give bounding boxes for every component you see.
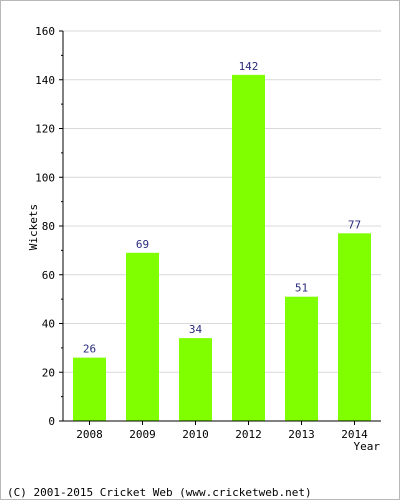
x-axis-label: Year bbox=[354, 440, 381, 453]
axes-layer bbox=[59, 30, 381, 425]
y-tick-label: 80 bbox=[42, 220, 55, 233]
bar-2008 bbox=[73, 357, 106, 421]
bar-value-label: 34 bbox=[189, 323, 203, 336]
bar-2013 bbox=[285, 296, 318, 421]
x-tick-label: 2014 bbox=[341, 428, 368, 441]
bar-value-label: 26 bbox=[83, 343, 96, 356]
x-tick-label: 2013 bbox=[288, 428, 315, 441]
bar-value-label: 51 bbox=[295, 282, 308, 295]
x-tick-label: 2009 bbox=[129, 428, 156, 441]
y-tick-label: 160 bbox=[35, 25, 55, 38]
grid-layer bbox=[63, 30, 381, 373]
bar-2010 bbox=[179, 338, 212, 421]
y-axis-label: Wickets bbox=[27, 204, 40, 250]
bar-value-label: 142 bbox=[239, 60, 259, 73]
labels-layer: 0 20 40 60 80 100 120 140 160 26 2008 69 2009 34 2010 1… bbox=[35, 25, 368, 441]
y-tick-label: 100 bbox=[35, 171, 55, 184]
bar-2012 bbox=[232, 74, 265, 421]
x-tick-label: 2012 bbox=[235, 428, 262, 441]
y-tick-label: 120 bbox=[35, 123, 55, 136]
bar-2014 bbox=[338, 233, 371, 421]
footer-credit: (C) 2001-2015 Cricket Web (www.cricketwe… bbox=[7, 486, 312, 499]
x-tick-label: 2010 bbox=[182, 428, 209, 441]
bar-value-label: 69 bbox=[136, 238, 149, 251]
x-tick-label: 2008 bbox=[76, 428, 103, 441]
bar-value-label: 77 bbox=[348, 218, 361, 231]
y-tick-label: 40 bbox=[42, 318, 55, 331]
y-tick-label: 140 bbox=[35, 74, 55, 87]
bars-layer bbox=[73, 74, 371, 421]
y-tick-label: 60 bbox=[42, 269, 55, 282]
y-tick-label: 20 bbox=[42, 366, 55, 379]
y-tick-label: 0 bbox=[48, 415, 55, 428]
bar-2009 bbox=[126, 252, 159, 421]
